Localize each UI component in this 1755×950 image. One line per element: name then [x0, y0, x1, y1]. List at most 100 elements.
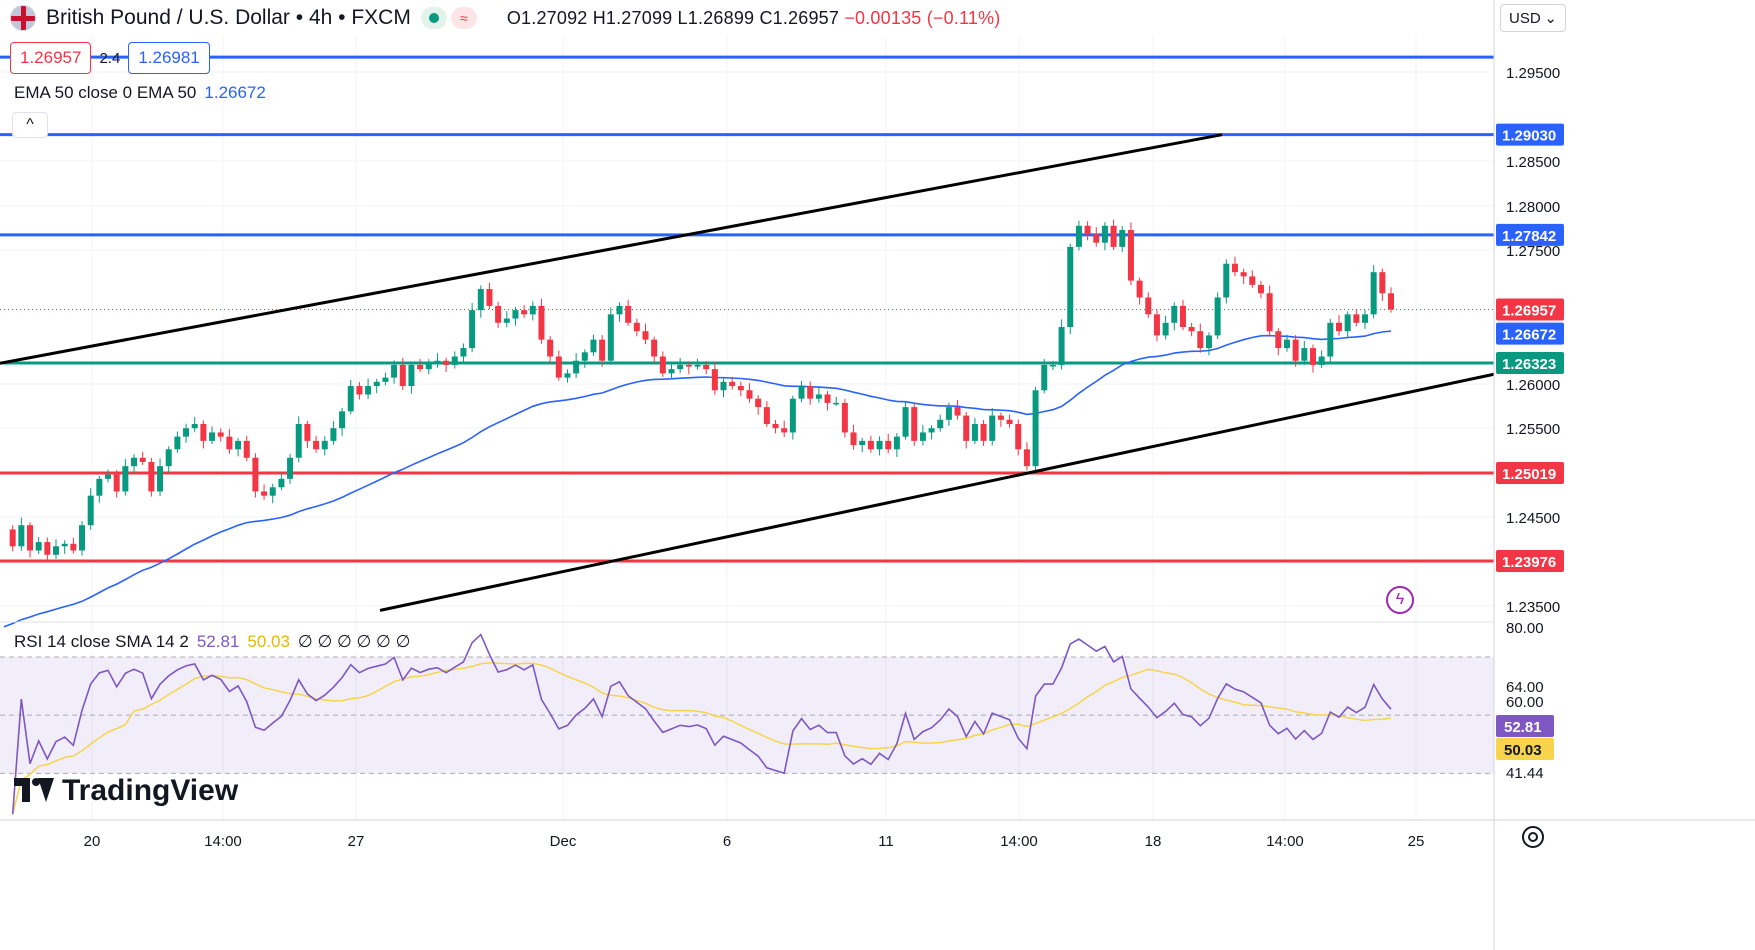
symbol-title[interactable]: British Pound / U.S. Dollar • 4h • FXCM	[46, 6, 411, 29]
bid-ask-row[interactable]: 1.26957 2.4 1.26981	[10, 42, 210, 74]
candle-body	[590, 339, 597, 353]
candle-body	[321, 440, 328, 450]
market-open-icon[interactable]	[420, 7, 447, 29]
candle-body	[1101, 225, 1108, 243]
candle-body	[35, 542, 42, 551]
volatility-icon[interactable]: ≈	[450, 7, 477, 29]
candle-body	[1197, 331, 1204, 349]
candle-body	[443, 360, 450, 365]
price-tag[interactable]	[1496, 298, 1564, 321]
candle-body	[538, 305, 545, 340]
candle-body	[668, 369, 675, 374]
rsi-sma-line	[11, 661, 1392, 815]
candle-body	[87, 495, 94, 526]
rsi-line	[11, 633, 1392, 815]
candle-body	[703, 364, 710, 370]
price-tag[interactable]	[1496, 123, 1564, 146]
currency-selector[interactable]: USD ⌄	[1500, 4, 1566, 32]
rsi-sma-value: 50.03	[247, 632, 290, 651]
channel-lines[interactable]	[0, 133, 1495, 612]
rsi-tag[interactable]	[1496, 738, 1554, 760]
candle-body	[1179, 305, 1186, 327]
candle-body	[1344, 314, 1351, 332]
ema-legend[interactable]: EMA 50 close 0 EMA 50 1.26672	[12, 82, 268, 104]
candle-body	[841, 402, 848, 433]
symbol-legend[interactable]: British Pound / U.S. Dollar • 4h • FXCM …	[0, 0, 1085, 36]
candle-body	[477, 289, 484, 311]
candle-body	[252, 457, 259, 492]
candle-body	[382, 377, 389, 382]
candle-body	[434, 360, 441, 364]
ohlc-values: O1.27092 H1.27099 L1.26899 C1.26957 −0.0…	[507, 8, 1001, 29]
price-tag-label: 1.26323	[1502, 356, 1556, 373]
candle-body	[356, 386, 363, 395]
channel-trendline[interactable]	[0, 133, 1223, 365]
candle-body	[989, 415, 996, 441]
candle-body	[1153, 314, 1160, 336]
candle-body	[798, 386, 805, 399]
lightning-icon[interactable]: ϟ	[1386, 586, 1414, 614]
candle-body	[1136, 280, 1143, 298]
candle-body	[425, 363, 432, 370]
candle-body	[1015, 424, 1022, 450]
candle-body	[1171, 305, 1178, 323]
candle-body	[1379, 272, 1386, 294]
price-tick-label: 1.28000	[1506, 199, 1560, 216]
tradingview-mark-icon	[14, 778, 54, 804]
candle-body	[226, 436, 233, 450]
candle-body	[1032, 390, 1039, 467]
candle-body	[685, 364, 692, 367]
time-tick-label: 25	[1408, 833, 1425, 850]
candle-body	[1058, 327, 1065, 365]
candle-body	[980, 424, 987, 441]
price-tag[interactable]	[1496, 462, 1564, 485]
horizontal-levels[interactable]	[0, 55, 1494, 563]
price-tag[interactable]	[1496, 223, 1564, 246]
time-tick-label: 11	[878, 833, 894, 850]
candle-body	[148, 461, 155, 492]
market-status-pills[interactable]: ≈	[420, 7, 477, 29]
rsi-tick-label: 60.00	[1506, 694, 1544, 711]
price-tag[interactable]	[1496, 322, 1564, 345]
candle-body	[711, 369, 718, 391]
candle-body	[789, 398, 796, 433]
candle-body	[495, 305, 502, 323]
candle-body	[755, 398, 762, 408]
candle-body	[642, 331, 649, 340]
candle-body	[139, 457, 146, 462]
candle-body	[1240, 272, 1247, 277]
candle-body	[503, 318, 510, 323]
candle-body	[174, 436, 181, 450]
channel-trendline[interactable]	[379, 372, 1495, 612]
logo-text: TradingView	[62, 774, 239, 807]
grid-layer	[0, 36, 1494, 820]
sell-price-button[interactable]: 1.26957	[10, 42, 92, 74]
collapse-legend-button[interactable]: ^	[12, 112, 48, 138]
candle-body	[1023, 449, 1030, 467]
rsi-legend[interactable]: RSI 14 close SMA 14 2 52.81 50.03 ∅ ∅ ∅ …	[12, 631, 413, 653]
time-axis[interactable]: 20 14:00 27 Dec 6 11 14:00 18 14:00 25	[0, 819, 1755, 850]
time-tick-label: 14:00	[204, 833, 242, 850]
gear-icon[interactable]	[1522, 826, 1544, 848]
candle-body	[243, 440, 250, 458]
candle-body	[347, 386, 354, 412]
candle-body	[460, 348, 467, 357]
tradingview-logo[interactable]: TradingView	[14, 774, 238, 808]
rsi-tag[interactable]	[1496, 715, 1554, 737]
candle-body	[113, 474, 120, 492]
candle-body	[1301, 348, 1308, 361]
price-tag[interactable]	[1496, 352, 1564, 375]
time-tick-label: 14:00	[1266, 833, 1304, 850]
candle-body	[1361, 314, 1368, 323]
candle-body	[815, 394, 822, 399]
price-axis[interactable]: 1.29500 1.28500 1.28000 1.27500 1.26000 1.255…	[1493, 0, 1755, 950]
candle-body	[469, 310, 476, 349]
candle-body	[1388, 293, 1394, 310]
price-tag[interactable]	[1496, 549, 1564, 572]
candle-body	[885, 440, 892, 450]
buy-price-button[interactable]: 1.26981	[128, 42, 210, 74]
rsi-pane[interactable]	[0, 621, 1494, 815]
